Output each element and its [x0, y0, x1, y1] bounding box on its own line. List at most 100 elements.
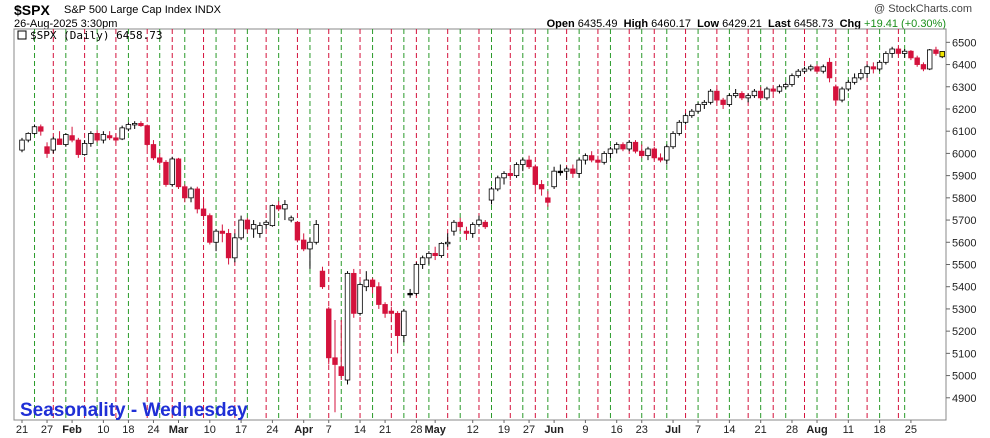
candle [557, 164, 564, 176]
candle [670, 131, 676, 149]
candle [188, 186, 194, 203]
candle-body [939, 51, 945, 58]
candle-body [257, 225, 263, 234]
x-tick-label: 11 [843, 424, 854, 436]
candle [88, 131, 94, 147]
candle [419, 255, 426, 269]
candle [632, 140, 639, 154]
candle-body [664, 146, 670, 161]
candle [307, 237, 313, 269]
x-tick-label: 10 [204, 424, 216, 436]
candle [63, 133, 69, 147]
candle-body [720, 99, 726, 105]
candle [207, 213, 213, 245]
symbol-title: $SPX [14, 2, 50, 18]
candle [219, 224, 226, 243]
candle-body [419, 257, 426, 265]
candle [833, 84, 839, 105]
candle-body [495, 177, 501, 190]
exchange-label: INDX [194, 4, 221, 16]
candle-body [657, 157, 664, 161]
y-tick-label: 6000 [952, 148, 976, 160]
candle-body [357, 284, 363, 314]
candle-body [551, 170, 557, 188]
candle-body [175, 158, 182, 188]
candle [294, 221, 301, 243]
candle [858, 68, 864, 81]
candle [839, 86, 845, 103]
candle [426, 251, 432, 265]
candle-body [482, 221, 488, 228]
candle-body [75, 139, 82, 155]
candle [119, 125, 125, 141]
candle-body [570, 168, 576, 174]
candle [300, 233, 307, 252]
candle [38, 124, 44, 136]
x-tick-label: 25 [905, 424, 917, 436]
candle [501, 171, 507, 185]
candle [444, 233, 451, 247]
candle [388, 306, 395, 323]
candle [914, 55, 920, 67]
candle-body [376, 286, 382, 305]
candle-body [44, 146, 50, 154]
y-tick-label: 5700 [952, 215, 976, 227]
candle-body [244, 219, 251, 230]
candle-body [538, 184, 545, 190]
y-axis: 4900 5000 5100 5200 5300 5400 5500 5600 5700 5800… [946, 37, 976, 405]
candle [182, 184, 188, 203]
candle-body [808, 66, 814, 70]
candle-body [119, 127, 125, 140]
candle [714, 88, 720, 103]
candle [319, 266, 326, 289]
candle [363, 271, 369, 292]
candle [344, 271, 351, 385]
candle-body [275, 205, 282, 210]
candle [326, 306, 332, 365]
candle-body [689, 110, 695, 117]
candle-body [188, 188, 194, 199]
candle-body [895, 48, 902, 54]
x-axis: 21 27 Feb 10 18 24 Mar 10 17 24 Apr 7 14 21 28 May 12 19 2… [16, 420, 917, 436]
candle [332, 320, 338, 413]
candle-body [269, 205, 276, 227]
candle-body [820, 66, 826, 72]
candle [19, 137, 25, 153]
candle [770, 86, 776, 94]
candle [545, 191, 551, 207]
candle-body [182, 186, 188, 199]
candle [470, 222, 476, 238]
candle-body [351, 272, 357, 314]
low-value: 6429.21 [722, 18, 762, 30]
candle-body [883, 53, 889, 63]
x-tick-label: 21 [755, 424, 767, 436]
candle-body [851, 77, 858, 83]
candle [451, 220, 457, 236]
candle [682, 113, 689, 125]
candle [789, 73, 795, 87]
x-tick-label: 21 [379, 424, 391, 436]
candle-body [614, 144, 620, 150]
candle [44, 142, 50, 158]
candle [225, 228, 232, 265]
candle [595, 155, 601, 169]
candle [689, 108, 695, 118]
candle [707, 88, 714, 105]
candle [138, 121, 144, 127]
candle [676, 120, 682, 136]
candle [626, 140, 632, 152]
candle [520, 157, 526, 172]
candle [94, 130, 100, 143]
candle [401, 308, 407, 343]
candle [645, 146, 651, 161]
candle-body [157, 157, 163, 163]
y-tick-label: 5400 [952, 282, 976, 294]
candle [150, 140, 157, 161]
candle-body [63, 134, 69, 145]
candle-body [632, 141, 639, 152]
candle [801, 66, 808, 74]
candle [814, 64, 820, 74]
candle-body [319, 270, 326, 288]
x-tick-label: 9 [582, 424, 588, 436]
candle-body [732, 93, 739, 97]
